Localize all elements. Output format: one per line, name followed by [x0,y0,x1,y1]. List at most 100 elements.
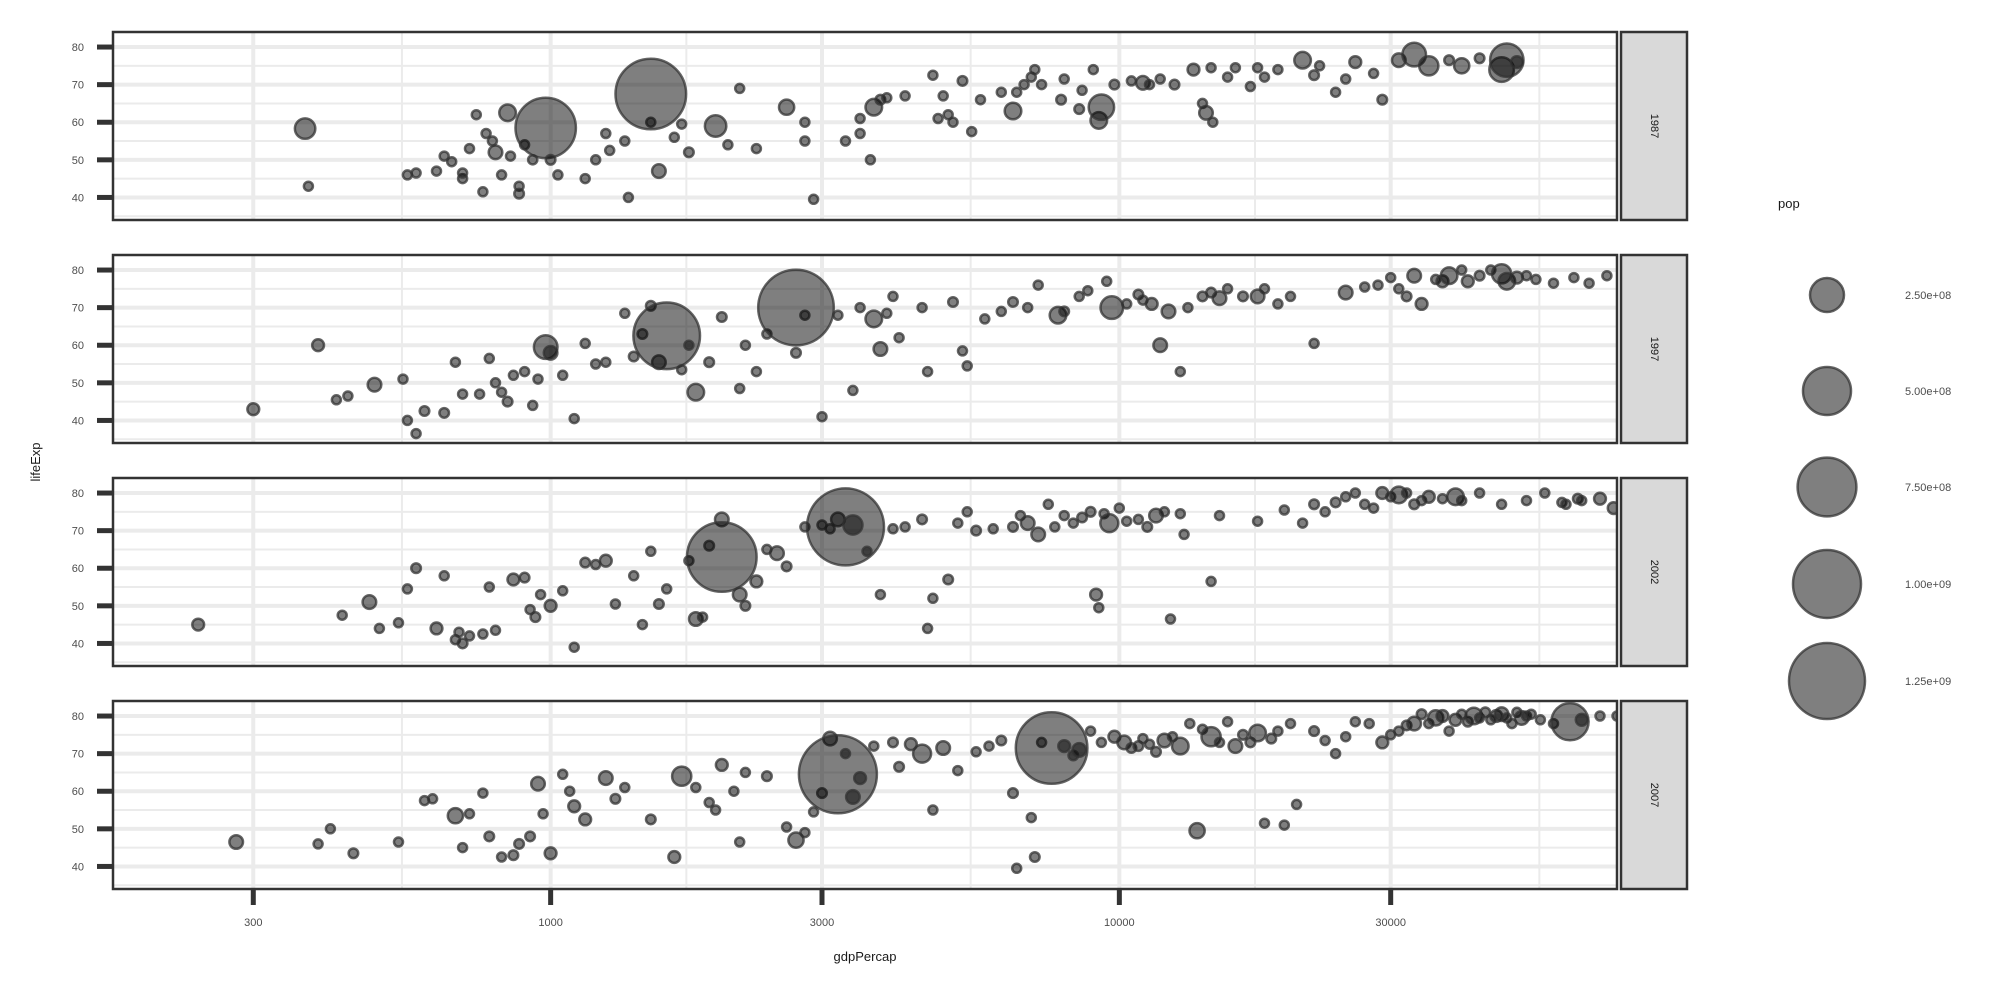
data-point [675,118,688,130]
data-point [1014,710,1089,786]
legend-label: 1.00e+09 [1905,579,1951,591]
data-point [1076,84,1088,97]
data-point [965,125,978,138]
data-point [1443,54,1456,67]
data-point [543,846,558,861]
data-point [1290,798,1303,811]
data-point [1227,738,1244,755]
data-point [1087,93,1116,122]
data-point [1372,279,1384,291]
panel-background [113,32,1617,220]
data-point [1030,526,1047,543]
data-point [449,356,462,368]
data-point [887,290,899,303]
data-point [1337,284,1354,301]
data-point [995,86,1008,98]
data-point [1452,56,1471,75]
data-point [1384,271,1397,284]
data-point [1019,515,1036,532]
data-point [392,836,405,848]
data-point [686,382,706,402]
facet-panel-2002: 40 50 60 70 80 2002 [72,476,1689,668]
data-point [312,838,324,850]
data-point [1088,587,1104,602]
data-point [347,847,360,860]
data-point [246,402,261,417]
data-point [1221,283,1234,295]
data-point [864,154,877,166]
data-point [916,513,929,526]
data-point [438,570,450,582]
data-point [789,346,803,359]
data-point [1574,712,1589,727]
data-point [733,82,746,95]
data-point [703,114,728,138]
data-point [293,117,317,141]
facet-strip [1619,253,1689,445]
data-point [489,624,502,637]
panel-border [111,699,1619,891]
x-tick-label: 10000 [1104,917,1135,929]
data-point [1018,78,1030,91]
data-point [1473,269,1486,282]
legend-title: pop [1778,196,1800,211]
data-point [498,103,518,123]
data-point [1093,601,1105,614]
data-point [1149,745,1163,758]
data-point [1606,500,1617,516]
data-point [911,743,933,764]
data-point [1042,498,1055,511]
panel-border [111,253,1619,445]
data-point [1367,502,1380,514]
data-point [670,765,693,788]
y-tick-label: 70 [72,749,84,761]
data-point [526,399,539,412]
data-point [979,313,991,325]
legend-label: 7.50e+08 [1905,482,1951,494]
facet-strip-label: 1997 [1648,337,1660,361]
data-point [567,799,582,814]
legend-key [1808,276,1846,314]
data-point [1443,725,1455,737]
data-point [1082,284,1094,297]
data-point [627,350,640,363]
legend-label: 2.50e+08 [1905,290,1951,302]
data-point [1099,512,1120,534]
data-point [1272,63,1284,76]
data-point [477,628,489,640]
data-point [426,793,439,805]
data-point [1058,509,1070,522]
data-point [1258,283,1271,295]
y-tick-label: 50 [72,824,84,836]
data-point [191,617,206,632]
data-point [1067,517,1080,529]
data-point [1339,73,1352,85]
data-point [501,395,514,408]
facet-panel-1987: 40 50 60 70 80 1987 [72,30,1689,222]
data-point [667,849,682,865]
y-tick-label: 60 [72,117,84,129]
data-point [1144,296,1159,312]
data-point [1236,728,1250,741]
data-point [728,785,740,797]
data-point [556,369,569,382]
data-point [660,583,673,595]
facet-panel-2007: 40 50 60 70 80 2007 [72,699,1689,891]
data-point [1049,521,1061,533]
data-point [1308,725,1321,738]
data-point [543,598,558,613]
data-point [1244,80,1257,93]
y-tick-label: 40 [72,192,84,204]
data-point [995,734,1008,747]
data-point [899,521,911,533]
data-point [1358,498,1371,511]
data-point [881,92,893,104]
data-point [1073,290,1085,303]
data-point [952,517,964,529]
series-points [191,485,1617,653]
data-point [1339,491,1352,503]
y-axis-2007: 40 50 60 70 80 [72,711,113,873]
data-point [1058,305,1071,318]
data-point [1029,63,1041,76]
data-point [1221,715,1234,728]
